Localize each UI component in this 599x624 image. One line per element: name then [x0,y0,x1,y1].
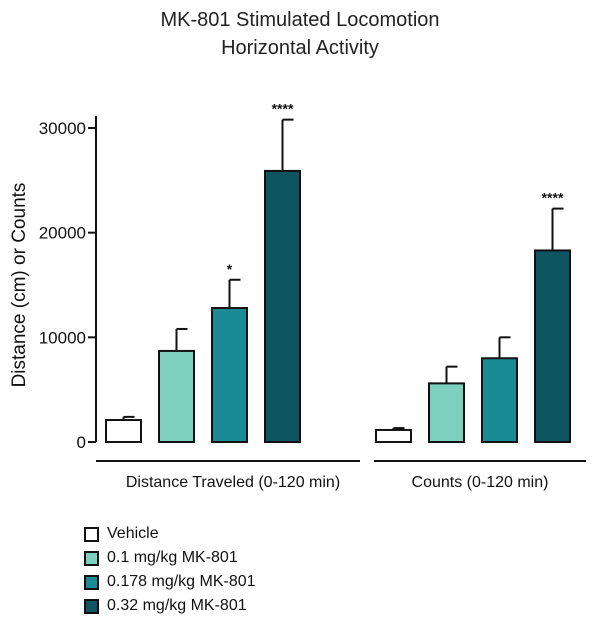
y-axis-label: Distance (cm) or Counts [9,183,30,388]
bar-0-0 [105,419,142,443]
chart-title-line-1: MK-801 Stimulated Locomotion [160,9,439,31]
legend-item-0-32: 0.32 mg/kg MK-801 [84,595,256,617]
y-tick-label-10000: 10000 [39,328,86,347]
chart-title: MK-801 Stimulated Locomotion Horizontal … [160,9,439,59]
y-tick-label-0: 0 [77,433,86,452]
y-tick-label-30000: 30000 [39,119,86,138]
legend-label-0-32: 0.32 mg/kg MK-801 [107,597,247,614]
legend-swatch-0-178 [84,574,99,590]
legend-label-0-1: 0.1 mg/kg MK-801 [107,549,238,566]
legend-label-vehicle: Vehicle [107,525,159,542]
significance-0-2: * [227,261,233,277]
bar-1-3 [534,249,571,443]
bar-1-2 [481,357,518,443]
bar-1-0 [375,428,412,444]
legend-item-0-178: 0.178 mg/kg MK-801 [84,571,256,593]
chart-title-line-2: Horizontal Activity [221,37,379,59]
legend-item-vehicle: Vehicle [84,523,256,545]
legend: Vehicle 0.1 mg/kg MK-801 0.178 mg/kg MK-… [84,523,256,619]
legend-swatch-0-1 [84,550,99,566]
group-label-0: Distance Traveled (0-120 min) [126,474,340,491]
legend-item-0-1: 0.1 mg/kg MK-801 [84,547,256,569]
bar-0-2 [211,307,248,443]
legend-label-0-178: 0.178 mg/kg MK-801 [107,573,256,590]
legend-swatch-0-32 [84,598,99,614]
y-tick-label-20000: 20000 [39,224,86,243]
significance-1-3: **** [542,190,564,206]
bar-0-3 [264,169,301,443]
bar-0-1 [158,349,195,443]
group-label-1: Counts (0-120 min) [412,474,549,491]
bar-1-1 [428,382,465,443]
legend-swatch-vehicle [84,526,99,542]
significance-0-3: **** [272,101,294,117]
